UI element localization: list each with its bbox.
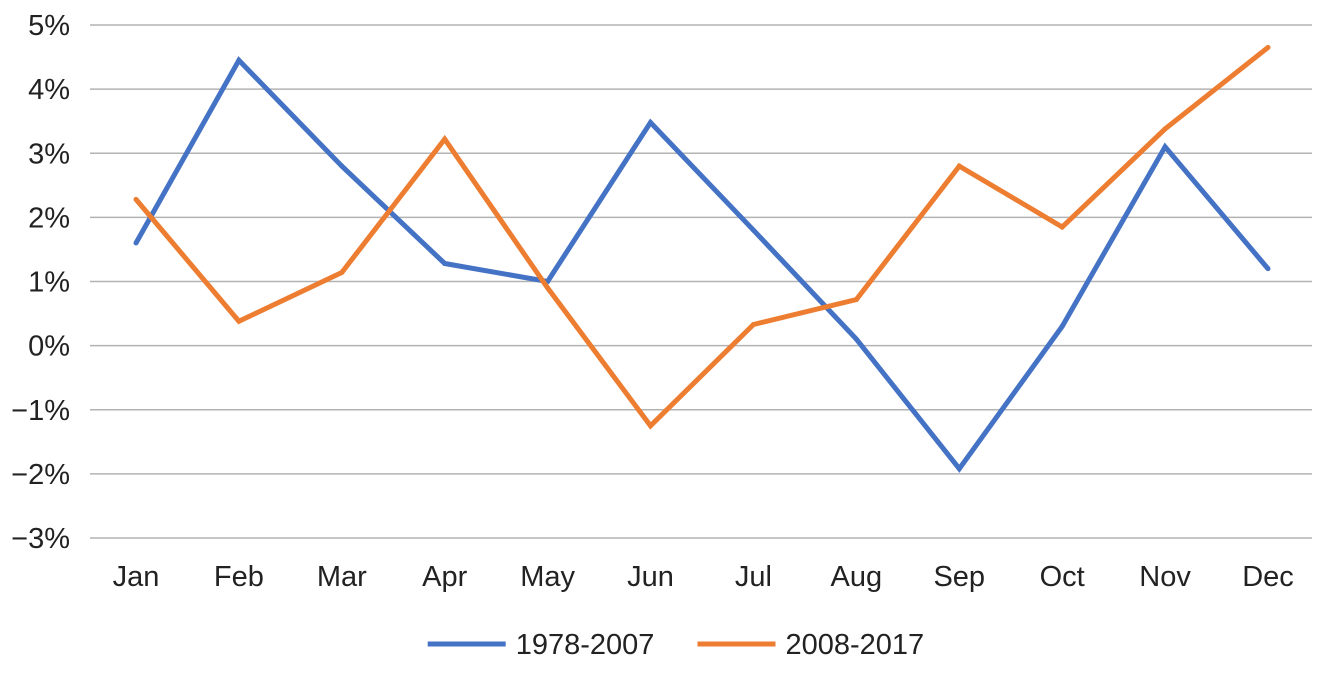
x-tick-label: Sep <box>933 561 985 593</box>
data-point <box>648 119 654 125</box>
y-tick-label: 5% <box>28 10 70 42</box>
y-tick-label: 0% <box>28 331 70 363</box>
data-point <box>648 423 654 429</box>
x-tick-label: Oct <box>1040 561 1085 593</box>
x-tick-label: May <box>520 561 575 593</box>
x-tick-label: Jul <box>735 561 772 593</box>
legend-label: 2008-2017 <box>786 629 925 661</box>
data-point <box>133 196 139 202</box>
gridlines <box>90 24 1312 539</box>
data-point <box>339 163 345 169</box>
data-point <box>1265 44 1271 50</box>
data-point <box>339 270 345 276</box>
y-tick-label: −2% <box>11 459 70 491</box>
data-point <box>750 227 756 233</box>
y-tick-label: 4% <box>28 74 70 106</box>
data-point <box>956 466 962 472</box>
x-tick-label: Apr <box>422 561 467 593</box>
y-tick-label: 2% <box>28 202 70 234</box>
data-point <box>545 285 551 291</box>
x-tick-label: Mar <box>317 561 367 593</box>
series-line-1978-2007 <box>133 56 1270 473</box>
data-point <box>1162 126 1168 132</box>
data-point <box>1059 323 1065 329</box>
x-tick-label: Jan <box>113 561 160 593</box>
data-point <box>750 321 756 327</box>
data-point <box>133 240 139 246</box>
data-point <box>1059 224 1065 230</box>
y-axis-tick-labels: −3% −2% −1% 0% 1% 2% 3% 4% 5% <box>11 10 70 555</box>
data-point <box>853 336 859 342</box>
legend: 1978-2007 2008-2017 <box>427 629 925 661</box>
legend-item: 2008-2017 <box>697 629 925 661</box>
y-tick-label: 1% <box>28 267 70 299</box>
x-tick-label: Feb <box>214 561 264 593</box>
x-tick-label: Jun <box>627 561 674 593</box>
data-point <box>1265 266 1271 272</box>
series-lines <box>133 44 1271 473</box>
data-point <box>236 57 242 63</box>
y-tick-label: −3% <box>11 523 70 555</box>
y-tick-label: −1% <box>11 395 70 427</box>
data-point <box>236 318 242 324</box>
legend-label: 1978-2007 <box>516 629 655 661</box>
data-point <box>956 163 962 169</box>
x-tick-label: Nov <box>1139 561 1191 593</box>
x-tick-label: Aug <box>831 561 883 593</box>
series-line-2008-2017 <box>134 45 1270 430</box>
x-tick-label: Dec <box>1242 561 1294 593</box>
data-point <box>442 136 448 142</box>
data-point <box>853 296 859 302</box>
data-point <box>442 261 448 267</box>
x-axis-tick-labels: Jan Feb Mar Apr May Jun Jul Aug Sep Oct Nov Dec <box>113 561 1294 593</box>
data-point <box>1162 144 1168 150</box>
legend-item: 1978-2007 <box>427 629 655 661</box>
y-tick-label: 3% <box>28 138 70 170</box>
